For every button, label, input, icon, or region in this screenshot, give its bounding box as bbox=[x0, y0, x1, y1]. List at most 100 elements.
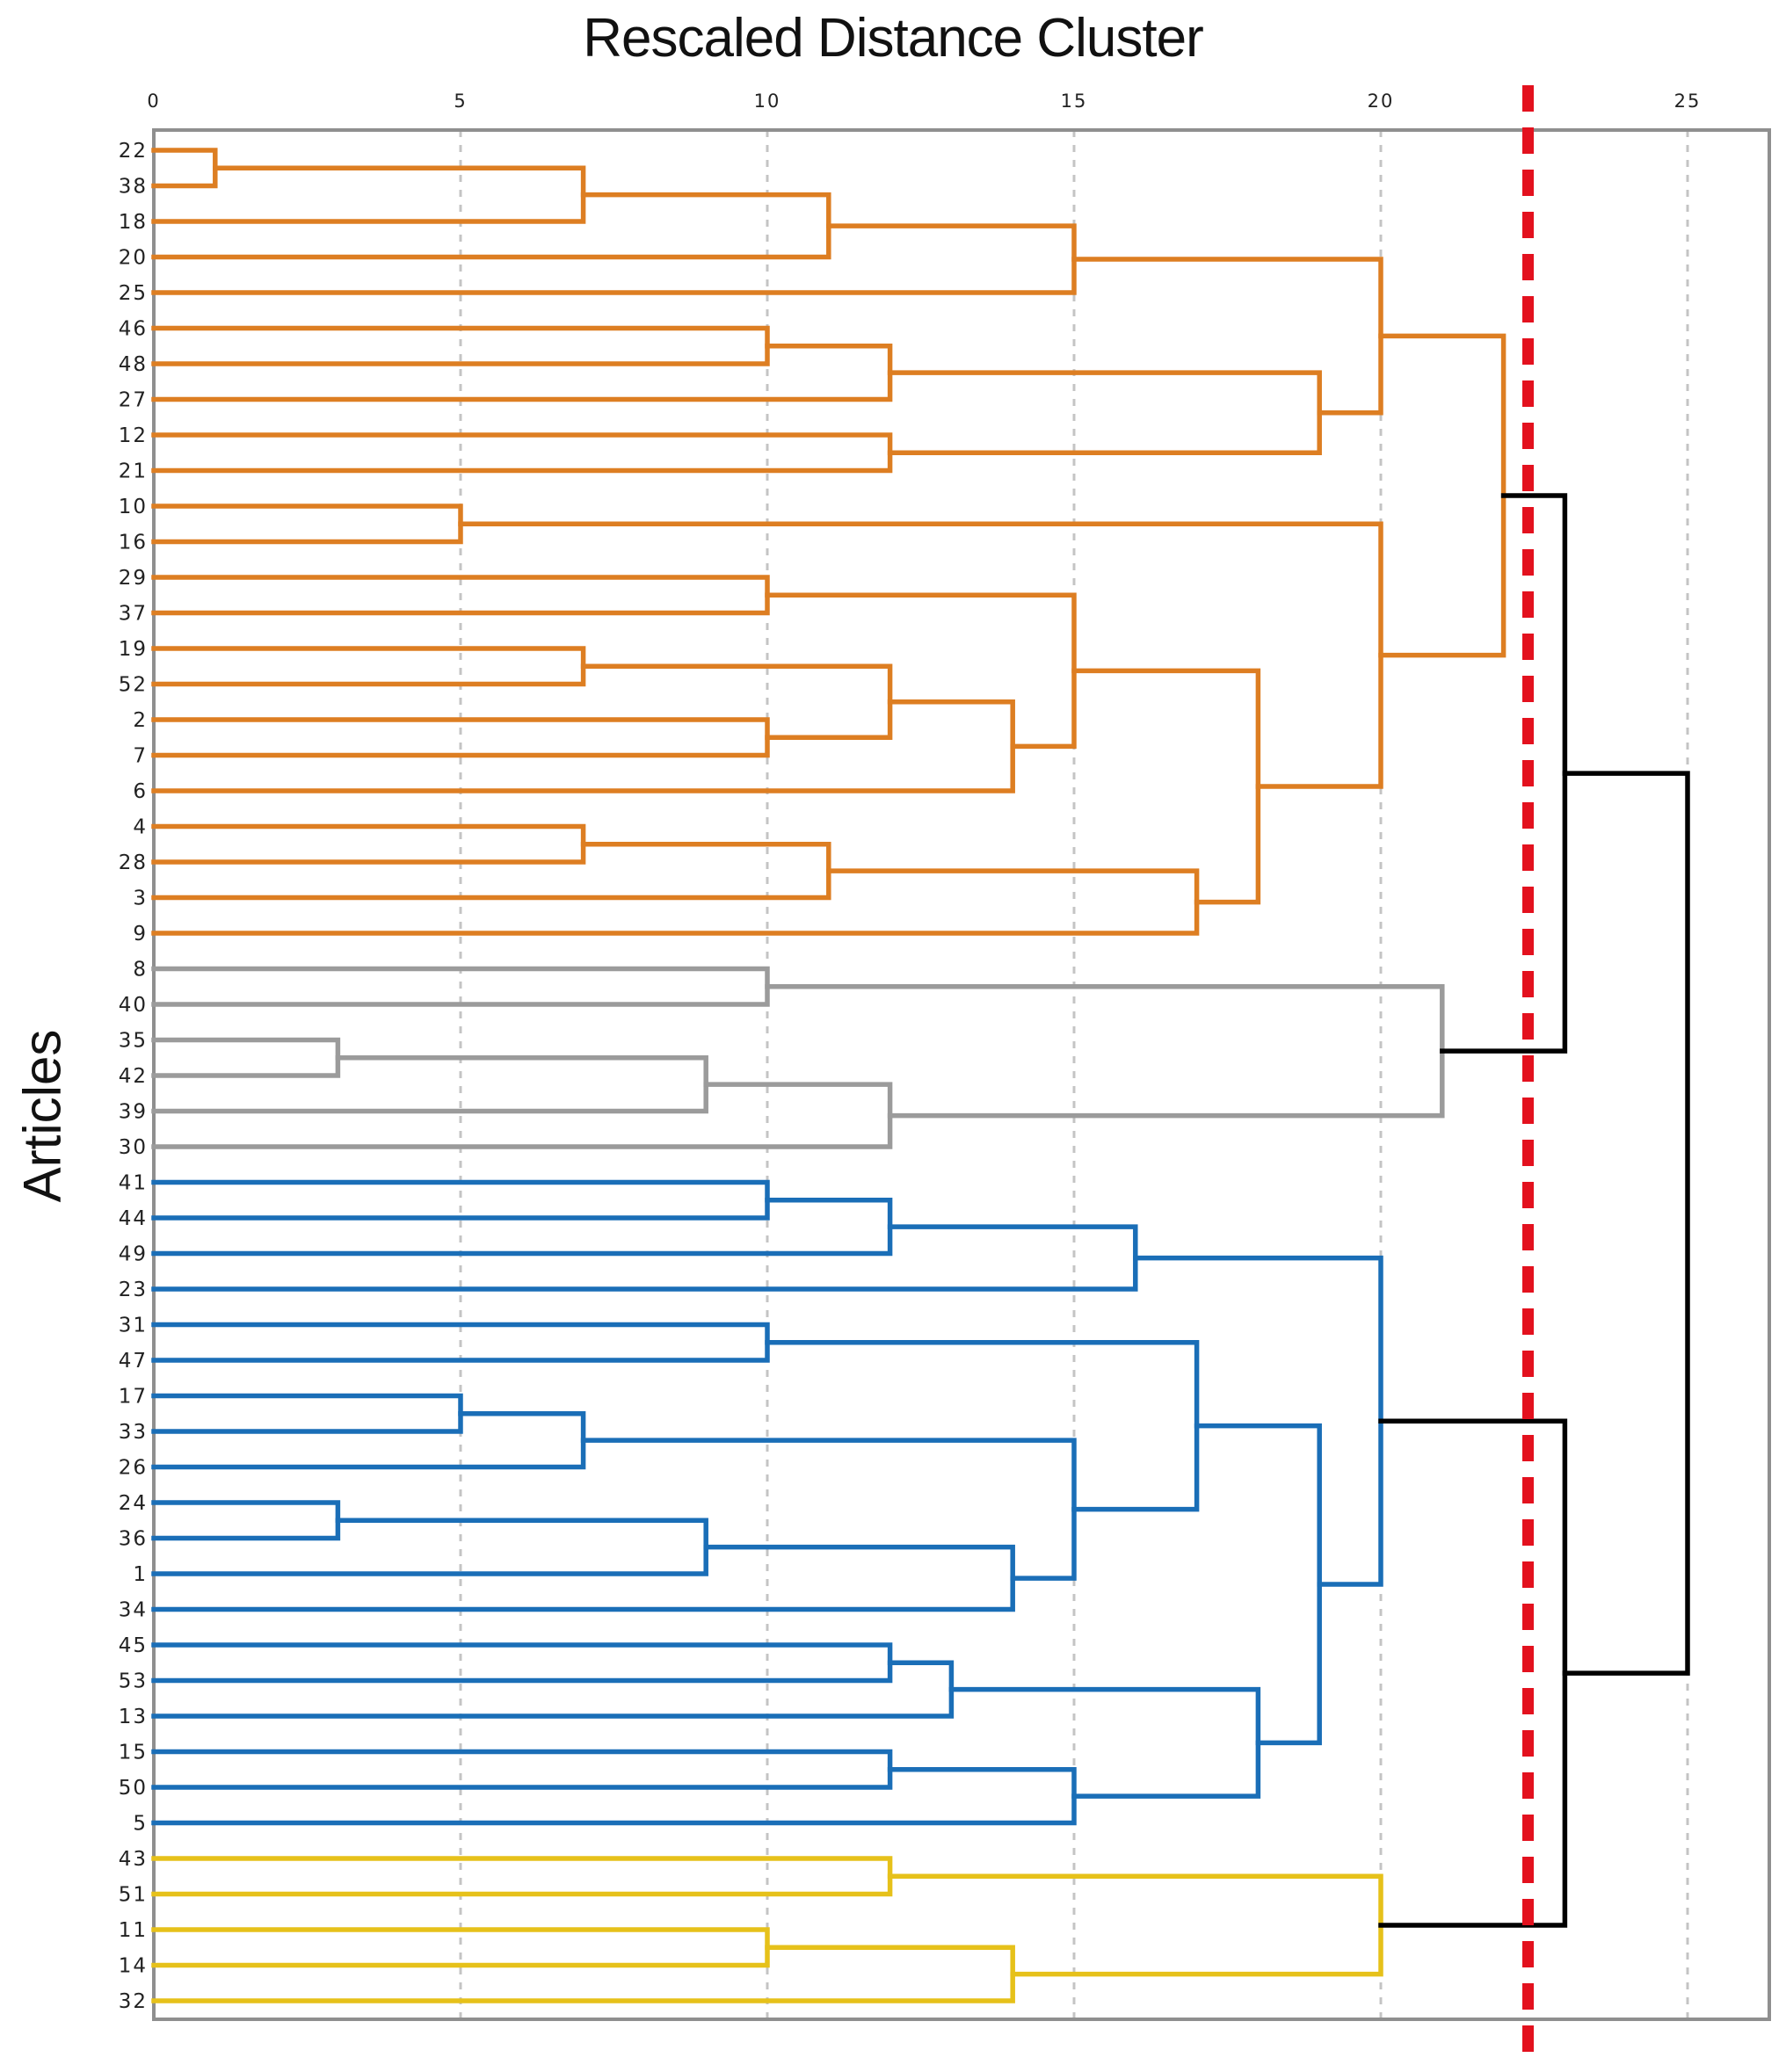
dendrogram-link-25 bbox=[151, 1055, 708, 1114]
grid-lines bbox=[459, 130, 1689, 2019]
leaf-label-50: 50 bbox=[119, 1777, 148, 1800]
leaf-label-37: 37 bbox=[119, 603, 148, 626]
dendrogram-link-32 bbox=[151, 1393, 463, 1434]
leaf-label-25: 25 bbox=[119, 282, 148, 305]
leaf-label-26: 26 bbox=[119, 1457, 148, 1480]
leaf-label-40: 40 bbox=[119, 994, 148, 1017]
dendrogram-link-14 bbox=[580, 663, 893, 740]
leaf-label-44: 44 bbox=[119, 1207, 148, 1230]
x-axis-ticks: 0 5 10 15 20 25 bbox=[147, 91, 1702, 112]
leaf-label-49: 49 bbox=[119, 1243, 148, 1266]
leaf-label-20: 20 bbox=[119, 247, 148, 270]
leaf-label-31: 31 bbox=[119, 1315, 148, 1337]
leaf-label-10: 10 bbox=[119, 496, 148, 518]
leaf-label-48: 48 bbox=[119, 353, 148, 376]
leaf-label-3: 3 bbox=[133, 887, 148, 910]
leaf-label-12: 12 bbox=[119, 424, 148, 447]
dendrogram-link-30 bbox=[151, 1224, 1138, 1292]
dendrogram-link-12 bbox=[151, 646, 586, 687]
leaf-label-1: 1 bbox=[133, 1563, 148, 1586]
leaf-label-19: 19 bbox=[119, 638, 148, 661]
dendrogram-link-36 bbox=[151, 1544, 1015, 1612]
leaf-label-39: 39 bbox=[119, 1101, 148, 1124]
leaf-label-7: 7 bbox=[133, 745, 148, 768]
leaf-label-35: 35 bbox=[119, 1030, 148, 1053]
leaf-labels: 2238182025464827122110162937195227642839… bbox=[119, 140, 148, 2013]
dendrogram-link-10 bbox=[151, 504, 463, 545]
dendrogram-link-38 bbox=[765, 1340, 1200, 1512]
leaf-label-46: 46 bbox=[119, 318, 148, 341]
dendrogram-link-18 bbox=[151, 842, 831, 901]
leaf-label-28: 28 bbox=[119, 851, 148, 874]
leaf-label-38: 38 bbox=[119, 176, 148, 199]
x-tick-label-20: 20 bbox=[1368, 91, 1395, 112]
leaf-label-34: 34 bbox=[119, 1599, 148, 1622]
x-tick-label-10: 10 bbox=[754, 91, 781, 112]
dendrogram-link-16 bbox=[765, 592, 1077, 750]
dendrogram-link-24 bbox=[151, 1037, 341, 1078]
leaf-label-41: 41 bbox=[119, 1172, 148, 1195]
leaf-label-6: 6 bbox=[133, 780, 148, 803]
leaf-label-13: 13 bbox=[119, 1706, 148, 1728]
dendrogram-link-27 bbox=[765, 984, 1445, 1119]
dendrogram-link-46 bbox=[151, 1856, 893, 1897]
dendrogram-link-45 bbox=[1133, 1255, 1383, 1587]
dendrogram-link-34 bbox=[151, 1500, 341, 1541]
dendrogram-link-52 bbox=[1562, 771, 1690, 1676]
leaf-label-4: 4 bbox=[133, 816, 148, 839]
leaf-label-29: 29 bbox=[119, 567, 148, 590]
dendrogram-link-2 bbox=[151, 165, 586, 224]
dendrogram-link-15 bbox=[151, 699, 1015, 793]
x-tick-label-0: 0 bbox=[147, 91, 160, 112]
leaf-label-33: 33 bbox=[119, 1421, 148, 1444]
dendrogram-link-35 bbox=[151, 1518, 708, 1576]
leaf-label-5: 5 bbox=[133, 1813, 148, 1836]
dendrogram-link-51 bbox=[1378, 1418, 1568, 1928]
dendrogram-link-9 bbox=[1071, 257, 1383, 416]
leaf-label-22: 22 bbox=[119, 140, 148, 163]
dendrogram-link-3 bbox=[151, 192, 831, 260]
x-tick-label-15: 15 bbox=[1061, 91, 1088, 112]
dendrogram-link-48 bbox=[151, 1945, 1015, 2003]
dendrogram-link-47 bbox=[151, 1927, 770, 1968]
dendrogram-link-39 bbox=[151, 1642, 893, 1684]
leaf-label-30: 30 bbox=[119, 1136, 148, 1159]
dendrogram-link-40 bbox=[151, 1660, 955, 1719]
dendrogram-link-41 bbox=[151, 1749, 893, 1790]
dendrogram-link-26 bbox=[151, 1082, 893, 1149]
dendrogram-link-17 bbox=[151, 823, 586, 865]
dendrogram-link-43 bbox=[948, 1686, 1261, 1799]
dendrogram-link-20 bbox=[1071, 668, 1261, 905]
leaf-label-51: 51 bbox=[119, 1884, 148, 1907]
dendrogram-link-29 bbox=[151, 1198, 893, 1257]
dendrogram-link-13 bbox=[151, 717, 770, 758]
dendrogram-link-6 bbox=[151, 344, 893, 402]
leaf-label-36: 36 bbox=[119, 1528, 148, 1551]
dendrogram-link-37 bbox=[580, 1438, 1077, 1581]
leaf-label-23: 23 bbox=[119, 1279, 148, 1301]
dendrogram-link-49 bbox=[887, 1873, 1383, 1977]
leaf-label-8: 8 bbox=[133, 959, 148, 982]
leaf-label-47: 47 bbox=[119, 1350, 148, 1373]
leaf-label-18: 18 bbox=[119, 211, 148, 234]
x-tick-label-25: 25 bbox=[1674, 91, 1702, 112]
leaf-label-42: 42 bbox=[119, 1065, 148, 1088]
dendrogram-links bbox=[151, 148, 1690, 2003]
leaf-label-45: 45 bbox=[119, 1634, 148, 1657]
leaf-label-53: 53 bbox=[119, 1670, 148, 1693]
dendrogram-link-21 bbox=[458, 521, 1383, 789]
leaf-label-52: 52 bbox=[119, 674, 148, 697]
leaf-label-32: 32 bbox=[119, 1990, 148, 2013]
dendrogram-link-1 bbox=[151, 148, 218, 189]
chart-title: Rescaled Distance Cluster bbox=[583, 8, 1204, 69]
dendrogram-link-22 bbox=[1378, 333, 1506, 658]
dendrogram-link-8 bbox=[887, 370, 1322, 455]
leaf-label-17: 17 bbox=[119, 1386, 148, 1409]
leaf-label-24: 24 bbox=[119, 1492, 148, 1515]
x-tick-label-5: 5 bbox=[454, 91, 467, 112]
leaf-label-27: 27 bbox=[119, 389, 148, 412]
leaf-label-15: 15 bbox=[119, 1742, 148, 1764]
leaf-label-2: 2 bbox=[133, 709, 148, 732]
dendrogram-link-33 bbox=[151, 1411, 586, 1470]
